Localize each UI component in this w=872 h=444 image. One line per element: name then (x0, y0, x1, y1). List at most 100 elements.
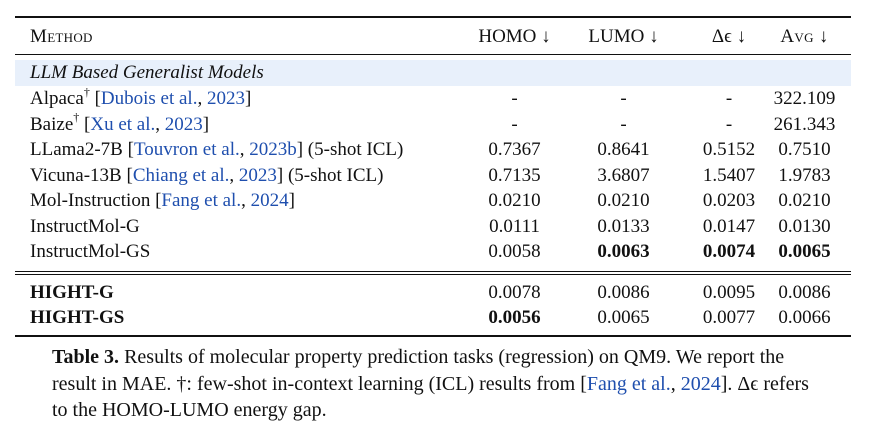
avg-value: 0.0086 (778, 281, 831, 303)
citation-open: [ (155, 190, 162, 211)
avg-value: 0.0130 (778, 215, 831, 237)
ours-rows: HIGHT-G 0.0078 0.0086 0.0095 0.0086 HIGHT-GS 0… (15, 280, 851, 331)
results-table: Method HOMO ↓ LUMO ↓ Δϵ ↓ Avg ↓ LLM Base… (15, 16, 851, 337)
citation-open: [ (127, 139, 134, 160)
lumo-value: 0.0065 (597, 307, 650, 328)
bottom-rule (15, 334, 851, 337)
gap-value: 1.5407 (702, 164, 756, 186)
caption-cite-sep: , (670, 372, 681, 395)
method-name: Vicuna-13B (30, 164, 122, 186)
table-header: Method HOMO ↓ LUMO ↓ Δϵ ↓ Avg ↓ (15, 18, 851, 54)
mid-rule (15, 270, 851, 272)
caption-label: Table 3. (52, 346, 120, 368)
table-row: InstructMol-GS 0.0058 0.0063 0.0074 0.0065 (15, 239, 851, 265)
method-name: LLama2-7B (30, 139, 123, 160)
citation-sep: , (229, 164, 239, 186)
homo-value: 0.0078 (488, 281, 541, 303)
header-lumo: LUMO ↓ (588, 26, 659, 47)
citation-sep: , (239, 139, 250, 160)
avg-value: 0.0210 (778, 190, 831, 211)
citation-author[interactable]: Xu et al. (90, 113, 156, 135)
homo-value: 0.0056 (488, 307, 541, 328)
citation-open: [ (126, 164, 133, 186)
gap-value: - (725, 88, 733, 109)
homo-value: 0.0111 (489, 215, 540, 237)
top-rule (15, 16, 851, 18)
gap-value: 0.0074 (702, 241, 756, 262)
caption-text-2: ]. Δϵ refers to the HOMO-LUMO energy gap… (52, 372, 809, 422)
lumo-value: 0.0086 (597, 281, 650, 303)
citation-close: ] (296, 139, 304, 160)
avg-value: 0.0065 (778, 241, 831, 262)
citation-year[interactable]: 2024 (250, 190, 289, 211)
few-shot-marker: † (73, 110, 80, 125)
citation-author[interactable]: Touvron et al. (133, 139, 240, 160)
gap-value: 0.5152 (702, 139, 756, 160)
citation-year[interactable]: 2023 (206, 88, 245, 109)
method-cell: Mol-Instruction [Fang et al., 2024] (30, 188, 295, 214)
avg-value: 261.343 (773, 113, 836, 135)
citation-year[interactable]: 2023 (164, 113, 203, 135)
table-row: Vicuna-13B [Chiang et al., 2023] (5-shot… (15, 163, 851, 189)
homo-value: - (511, 113, 518, 135)
lumo-value: 0.0063 (597, 241, 650, 262)
gap-value: 0.0095 (702, 281, 756, 303)
method-suffix: (5-shot ICL) (283, 164, 384, 186)
homo-value: 0.0210 (488, 190, 541, 211)
method-name: Alpaca (30, 88, 84, 109)
method-name: Mol-Instruction (30, 190, 151, 211)
table-caption: Table 3. Results of molecular property p… (52, 344, 822, 424)
method-cell: Alpaca† [Dubois et al., 2023] (30, 86, 251, 112)
citation-year[interactable]: 2023b (249, 139, 297, 160)
method-name: Baize (30, 113, 74, 135)
lumo-value: - (620, 113, 627, 135)
table-row: Mol-Instruction [Fang et al., 2024] 0.021… (15, 188, 851, 214)
citation-sep: , (197, 88, 207, 109)
mid-rule-double (15, 273, 851, 275)
method-cell: HIGHT-G (30, 280, 114, 306)
method-cell: InstructMol-GS (30, 239, 150, 265)
section-label: LLM Based Generalist Models (30, 62, 264, 83)
gap-value: 0.0147 (702, 215, 756, 237)
lumo-value: 3.6807 (597, 164, 650, 186)
citation-sep: , (155, 113, 165, 135)
lumo-value: 0.0210 (597, 190, 650, 211)
method-cell: Baize† [Xu et al., 2023] (30, 110, 210, 138)
lumo-value: - (620, 88, 627, 109)
citation-author[interactable]: Fang et al. (161, 190, 242, 211)
lumo-value: 0.0133 (597, 215, 650, 237)
table-row: LLama2-7B [Touvron et al., 2023b] (5-sho… (15, 137, 851, 163)
method-cell: Vicuna-13B [Chiang et al., 2023] (5-shot… (30, 163, 383, 189)
method-cell: InstructMol-G (30, 214, 140, 240)
citation-close: ] (202, 113, 210, 135)
avg-value: 1.9783 (778, 164, 831, 186)
homo-value: 0.7135 (488, 164, 541, 186)
avg-value: 0.7510 (778, 139, 831, 160)
section-header: LLM Based Generalist Models (15, 60, 851, 86)
citation-close: ] (288, 190, 295, 211)
method-name: HIGHT-G (30, 281, 114, 303)
citation-close: ] (276, 164, 284, 186)
citation-open: [ (94, 88, 101, 109)
table-row: Baize† [Xu et al., 2023] - - - 261.343 (15, 110, 851, 138)
header-method: Method (30, 26, 93, 47)
caption-cite-year[interactable]: 2024 (680, 372, 721, 395)
method-name: HIGHT-GS (30, 307, 125, 328)
citation-year[interactable]: 2023 (238, 164, 277, 186)
citation-close: ] (244, 88, 252, 109)
homo-value: - (511, 88, 518, 109)
baseline-rows: Alpaca† [Dubois et al., 2023] - - -322.109 B… (15, 86, 851, 265)
method-cell: HIGHT-GS (30, 305, 124, 331)
citation-author[interactable]: Dubois et al. (100, 88, 198, 109)
gap-value: 0.0203 (702, 190, 756, 211)
caption-cite-author[interactable]: Fang et al. (586, 372, 671, 395)
method-name: InstructMol-GS (30, 241, 151, 262)
method-suffix: (5-shot ICL) (303, 139, 404, 160)
avg-value: 0.0066 (778, 307, 831, 328)
header-gap: Δϵ ↓ (711, 26, 747, 47)
caption-text-1: Results of molecular property prediction… (52, 346, 785, 395)
header-rule (15, 54, 851, 55)
avg-value: 322.109 (773, 88, 836, 109)
method-cell: LLama2-7B [Touvron et al., 2023b] (5-sho… (30, 137, 403, 163)
citation-author[interactable]: Chiang et al. (132, 164, 230, 186)
